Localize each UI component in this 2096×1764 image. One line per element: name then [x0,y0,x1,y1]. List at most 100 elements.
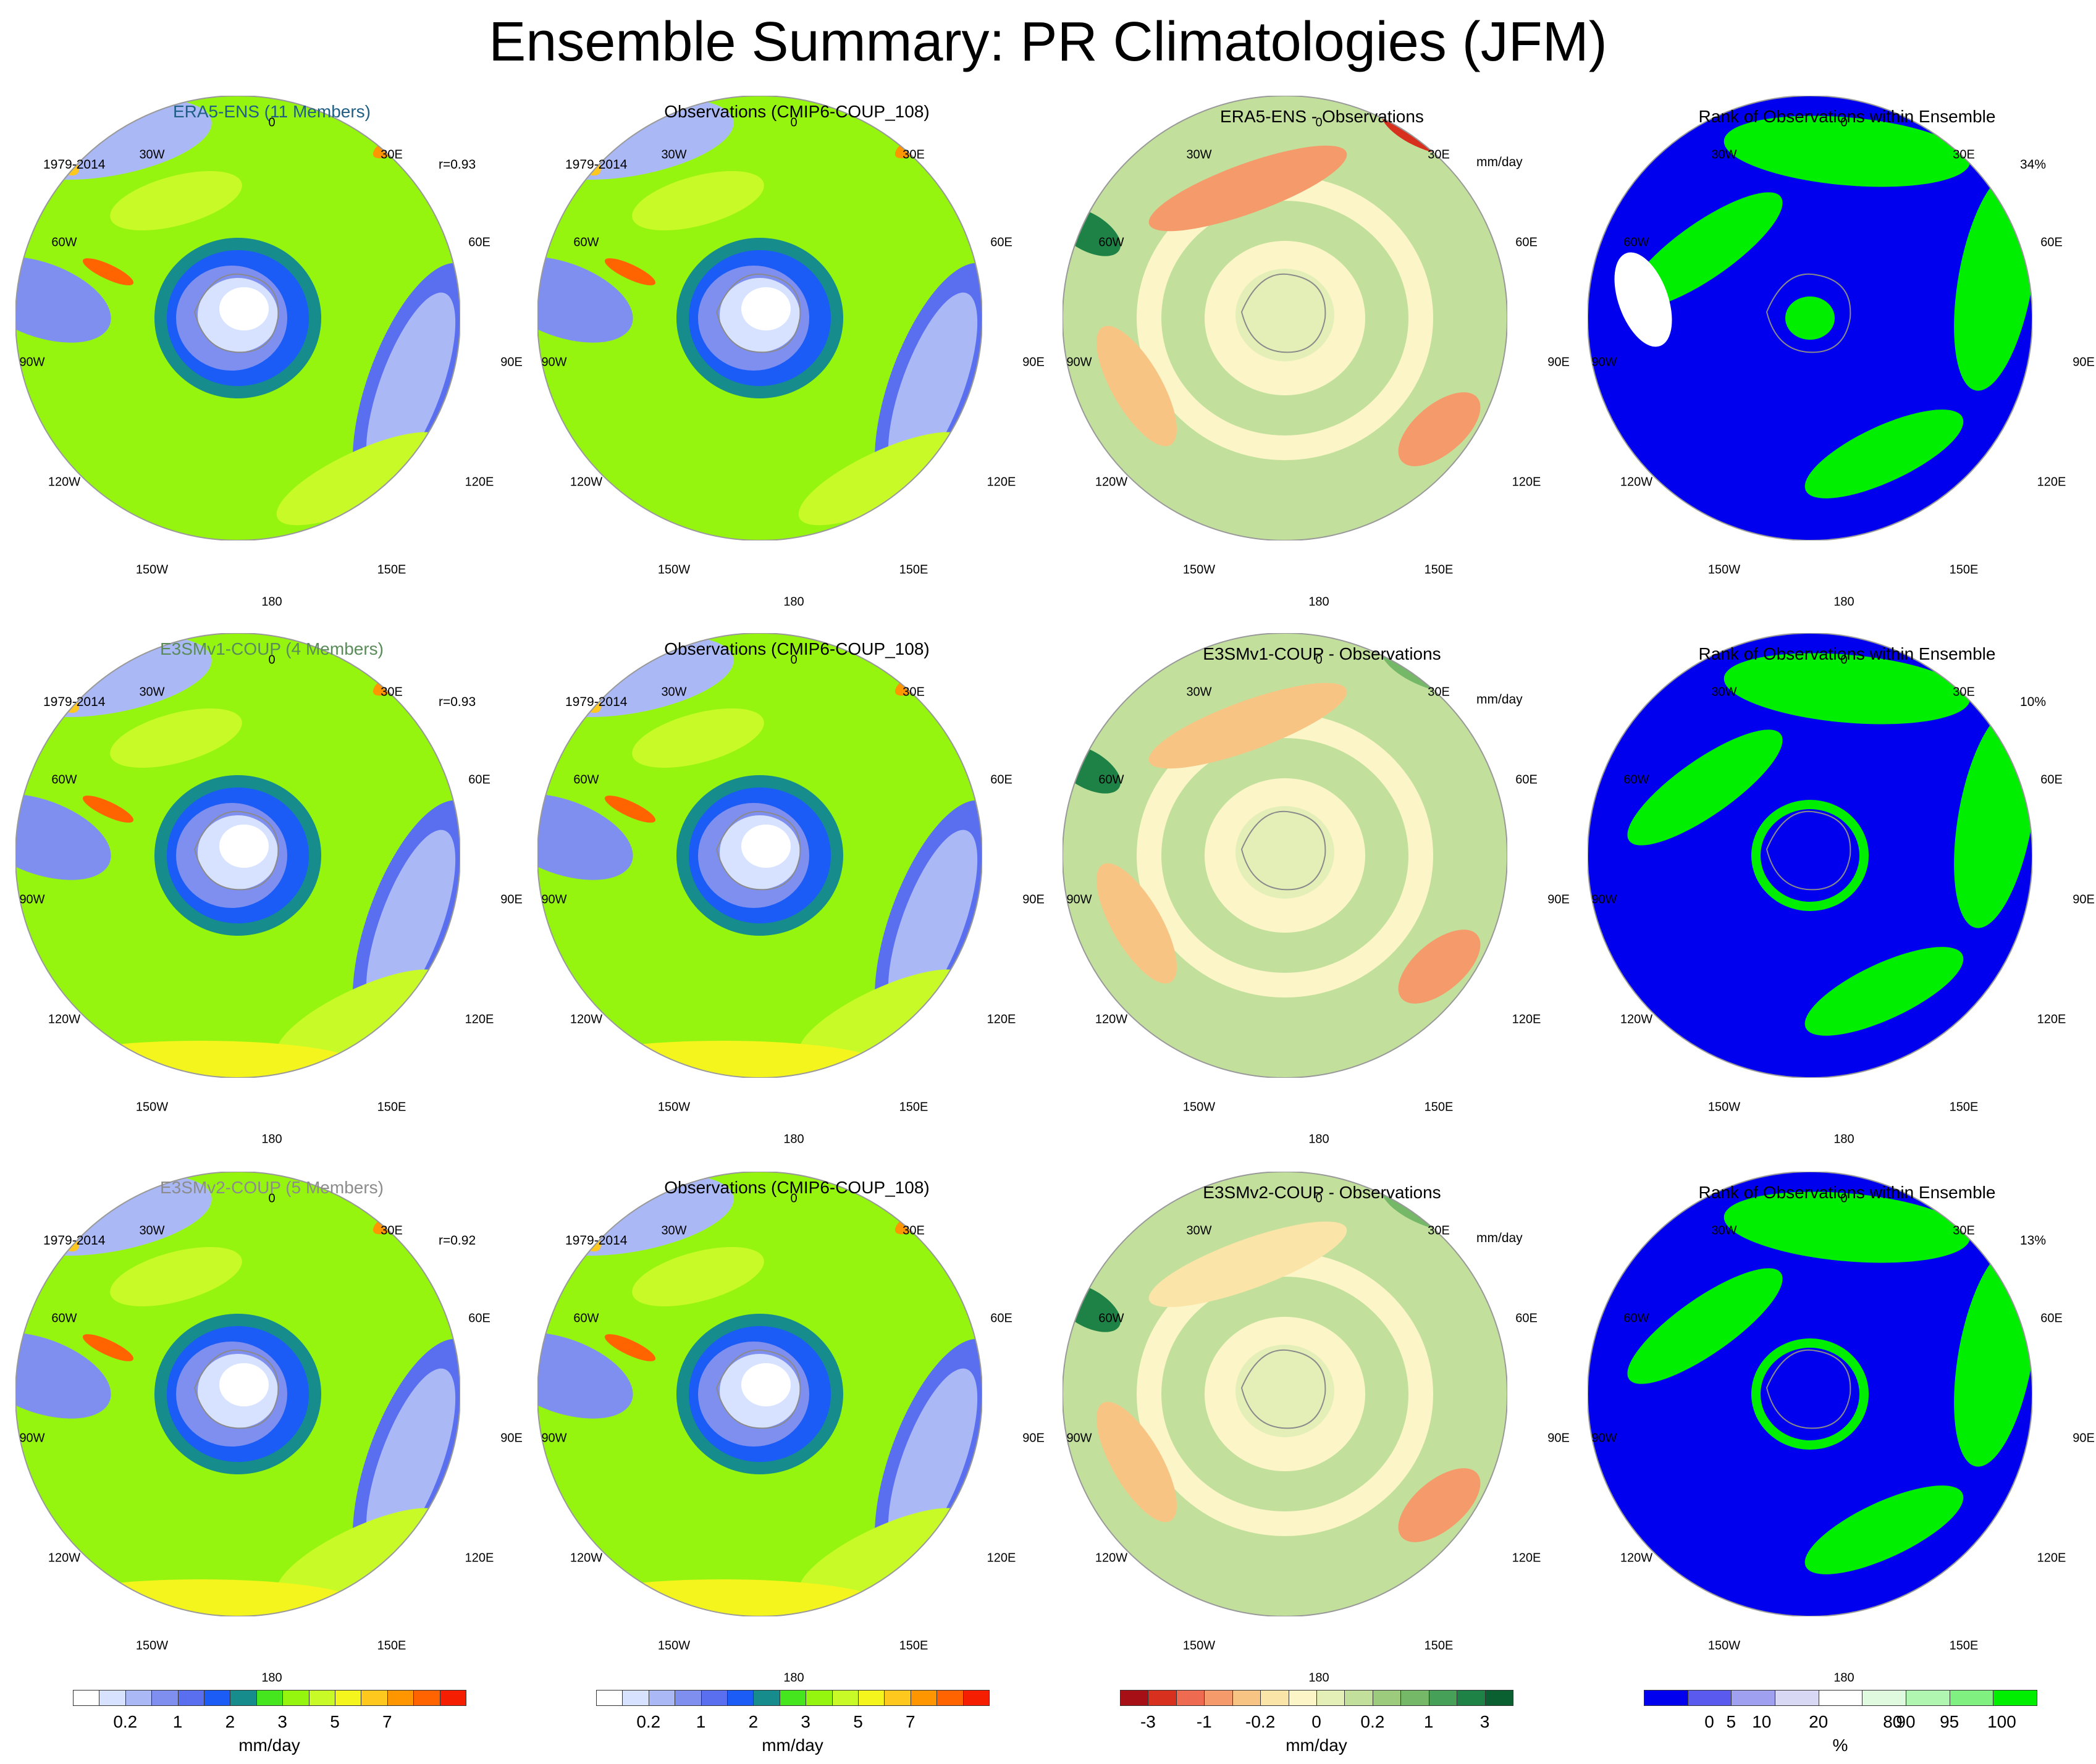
longitude-label: 90W [541,892,567,907]
longitude-label: 30W [1711,148,1737,162]
colorbar-swatch [779,1690,807,1706]
panel-model-row1: ERA5-ENS (11 Members) 0 30E 60E 90E 120E 150E 1… [15,95,534,609]
longitude-label: 0 [790,1191,798,1206]
dry-core-australia [888,292,978,480]
rank-title: Rank of Observations within Ensemble [1698,644,1996,663]
dry-core-australia [366,830,456,1017]
longitude-label: 90W [1066,1431,1092,1445]
longitude-label: 150E [1424,1100,1454,1114]
longitude-label: 120E [2037,1551,2066,1565]
antarctica-coastline [1766,273,1851,353]
longitude-label: 120E [987,475,1016,489]
longitude-label: 150W [1707,563,1741,577]
longitude-label: 150E [1949,1639,1979,1653]
panel-obs-row2: Observations (CMIP6-COUP_108) 0 30E 60E 90E 1… [537,632,1056,1146]
longitude-label: 0 [1315,1191,1323,1206]
obs-title: Observations (CMIP6-COUP_108) [664,102,930,121]
longitude-label: 180 [1833,1671,1854,1685]
colorbar-swatch [73,1690,100,1706]
rank-polar-map [1587,632,2033,1078]
longitude-label: 30E [1428,148,1450,162]
figure-title: Ensemble Summary: PR Climatologies (JFM) [489,11,1607,73]
dry-band-southeast-pacific [537,256,633,343]
colorbar-tick-label: 100 [1987,1712,2016,1731]
rank-title: Rank of Observations within Ensemble [1698,1183,1996,1202]
longitude-label: 120W [1620,1551,1653,1565]
colorbar-tick-label: 1 [1423,1712,1434,1731]
antarctica-coastline [1240,1349,1326,1429]
panel-diff-row1: ERA5-ENS - Observations 0 30E 60E 90E 120E 150… [1062,95,1581,609]
longitude-label: 150E [899,1639,928,1653]
storm-track-atlantic [110,708,242,768]
longitude-label: 0 [1840,116,1848,130]
colorbar-tick-label: 2 [225,1712,235,1731]
longitude-label: 30E [903,685,925,699]
storm-track-pacific [798,1508,969,1602]
colorbar-swatch [1775,1690,1819,1706]
colorbar-swatch [1204,1690,1233,1706]
model-polar-map [15,632,461,1078]
storm-track-pacific [798,432,969,526]
colorbar-swatch [151,1690,179,1706]
longitude-label: 90E [1547,892,1570,907]
model-title: ERA5-ENS (11 Members) [172,102,371,121]
colorbar-swatch [1232,1690,1261,1706]
longitude-label: 90W [19,1431,45,1445]
longitude-label: 150E [377,563,406,577]
colorbar-unit-label: mm/day [1286,1736,1347,1755]
obs-polar-map [537,632,983,1078]
rank-high-antarctica [1785,296,1835,340]
longitude-label: 60W [573,1311,599,1325]
longitude-label: 60W [1623,235,1649,250]
longitude-label: 180 [783,1671,804,1685]
longitude-label: 150E [377,1639,406,1653]
colorbar-swatch [282,1690,309,1706]
longitude-label: 30W [1711,1224,1737,1238]
colorbar-swatch [230,1690,257,1706]
longitude-label: 30E [381,1224,403,1238]
colorbar-tick-label: 7 [906,1712,915,1731]
longitude-label: 180 [1308,1671,1329,1685]
longitude-label: 150E [899,1100,928,1114]
dry-core-australia [366,1368,456,1556]
longitude-label: 30E [1953,1224,1975,1238]
longitude-label: 180 [261,1132,282,1146]
dry-core-australia [888,830,978,1017]
storm-track-atlantic [632,708,764,768]
storm-track-pacific [276,969,447,1063]
diff-negative-tasman [1398,1468,1481,1542]
correlation-label: r=0.93 [439,695,476,709]
rank-low-antarctica [1761,809,1859,902]
colorbar-swatch [439,1690,466,1706]
storm-track-pacific [798,969,969,1063]
colorbar-tick-label: 0.2 [1360,1712,1385,1731]
colorbar-swatch [936,1690,964,1706]
longitude-label: 90W [1066,355,1092,369]
longitude-label: 120W [570,1012,603,1027]
longitude-label: 0 [268,653,276,667]
colorbar-swatch [99,1690,126,1706]
longitude-label: 60E [1515,773,1538,787]
colorbar-swatch [1644,1690,1688,1706]
colorbar-tick-label: 10 [1752,1712,1772,1731]
diff-title: E3SMv1-COUP - Observations [1203,644,1441,663]
longitude-label: 180 [1308,595,1329,609]
longitude-label: 120W [1095,475,1128,489]
antarctica-diff [1235,269,1334,361]
longitude-label: 60W [1623,1311,1649,1325]
longitude-label: 60E [468,773,490,787]
colorbar-swatch [596,1690,623,1706]
colorbar-tick-label: 95 [1940,1712,1959,1731]
percent-label: 34% [2020,158,2047,172]
colorbar-swatch [335,1690,362,1706]
longitude-label: 150E [1424,1639,1454,1653]
storm-track-pacific [276,1508,447,1602]
longitude-label: 120W [1620,475,1653,489]
longitude-label: 120W [1095,1551,1128,1565]
longitude-label: 120E [465,1551,494,1565]
longitude-label: 150E [1424,563,1454,577]
colorbar-4: 0 5 10 20 80 90 95 100% [1644,1690,2037,1764]
longitude-label: 0 [1840,1191,1848,1206]
longitude-label: 60E [2040,1311,2063,1325]
colorbar-swatch [1344,1690,1373,1706]
